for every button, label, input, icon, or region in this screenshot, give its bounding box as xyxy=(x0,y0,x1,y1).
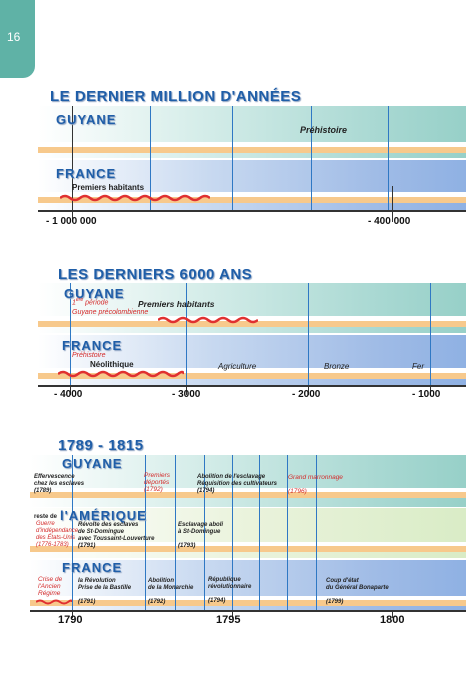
section3-title: 1789 - 1815 xyxy=(58,437,144,454)
sec3-guyane-label: GUYANE xyxy=(62,456,123,471)
sec1-premiers-habitants: Premiers habitants xyxy=(72,183,145,192)
sec3-effervescence: Effervescence chez les esclaves (1789) xyxy=(34,474,85,494)
sec3-tick-1: 1790 xyxy=(58,614,83,626)
sec2-tick-4: - 1000 xyxy=(412,389,441,400)
sec2-guyane-label: GUYANE xyxy=(64,286,125,301)
sec3-esclavage-aboli: Esclavage aboli à St-Domingue (1793) xyxy=(178,522,224,549)
sec2-periode: 1ère période xyxy=(72,297,109,307)
sec1-france-band xyxy=(38,160,466,210)
sec3-republique: République révolutionnaire (1794) xyxy=(208,577,252,604)
sec3-amerique-label: l'AMÉRIQUE xyxy=(60,508,147,523)
sec1-guyane-band xyxy=(38,106,466,158)
page-number-tab: 16 xyxy=(0,0,35,78)
sec3-tick-3: 1800 xyxy=(380,614,405,626)
sec3-france-label: FRANCE xyxy=(62,560,123,575)
sec2-tick-2: - 3000 xyxy=(172,389,201,400)
sec2-france-band xyxy=(38,335,466,385)
sec1-tick-2: - 400 000 xyxy=(368,216,411,227)
sec3-crise-ancien-regime: Crise de l'Ancien Régime xyxy=(38,576,63,597)
sec3-coup-etat: Coup d'état du Général Bonaparte (1799) xyxy=(326,578,389,605)
sec3-premiers-deportes: Premiers déportés (1792) xyxy=(144,472,171,493)
sec2-wavy-france xyxy=(58,370,184,378)
section1-title: LE DERNIER MILLION D'ANNÉES xyxy=(50,88,302,105)
sec2-france-label: FRANCE xyxy=(62,338,123,353)
sec2-fer: Fer xyxy=(412,362,424,371)
sec2-tick-3: - 2000 xyxy=(292,389,321,400)
sec3-tick-2: 1795 xyxy=(216,614,241,626)
sec2-axis xyxy=(38,385,466,387)
sec1-axis xyxy=(38,210,466,212)
sec2-bronze: Bronze xyxy=(324,362,350,371)
sec3-guerre-independance: Guerre d'indépendance des États-Unis (1776-… xyxy=(36,521,79,548)
sec2-neolithique: Néolithique xyxy=(90,360,134,369)
sec1-prehistoire: Préhistoire xyxy=(300,125,348,135)
sec3-grand-marronnage: Grand marronnage (1796) xyxy=(288,474,343,495)
sec3-abolition-monarchie: Abolition de la Monarchie (1792) xyxy=(148,578,194,605)
sec2-premiers-habitants: Premiers habitants xyxy=(138,299,215,309)
sec3-axis xyxy=(30,610,466,612)
sec3-amerique-band xyxy=(30,508,466,558)
sec3-abolition-esclavage: Abolition de l'esclavage Réquisition des … xyxy=(197,474,278,494)
sec2-agriculture: Agriculture xyxy=(218,362,257,371)
sec3-revolte-esclaves: Révolte des esclaves de St-Domingue avec T… xyxy=(78,522,155,549)
sec3-france-band xyxy=(30,560,466,610)
sec1-guyane-label: GUYANE xyxy=(56,112,117,127)
sec1-tick-1: - 1 000 000 xyxy=(46,216,97,227)
sec1-france-label: FRANCE xyxy=(56,166,117,181)
sec3-revolution: la Révolution Prise de la Bastille (1791) xyxy=(78,578,132,605)
sec3-reste-de: reste de xyxy=(34,514,58,520)
sec2-wavy-guyane xyxy=(158,316,258,324)
sec2-guyane-precolombienne: Guyane précolombienne xyxy=(72,309,149,316)
sec3-guyane-band xyxy=(30,455,466,507)
sec1-wavy-underline xyxy=(60,194,210,202)
sec2-prehistoire: Préhistoire xyxy=(72,352,106,359)
sec2-guyane-band xyxy=(38,283,466,333)
sec2-tick-1: - 4000 xyxy=(54,389,83,400)
section2-title: LES DERNIERS 6000 ANS xyxy=(58,266,253,283)
sec3-wavy-france xyxy=(36,599,72,605)
page-number: 16 xyxy=(7,30,21,44)
